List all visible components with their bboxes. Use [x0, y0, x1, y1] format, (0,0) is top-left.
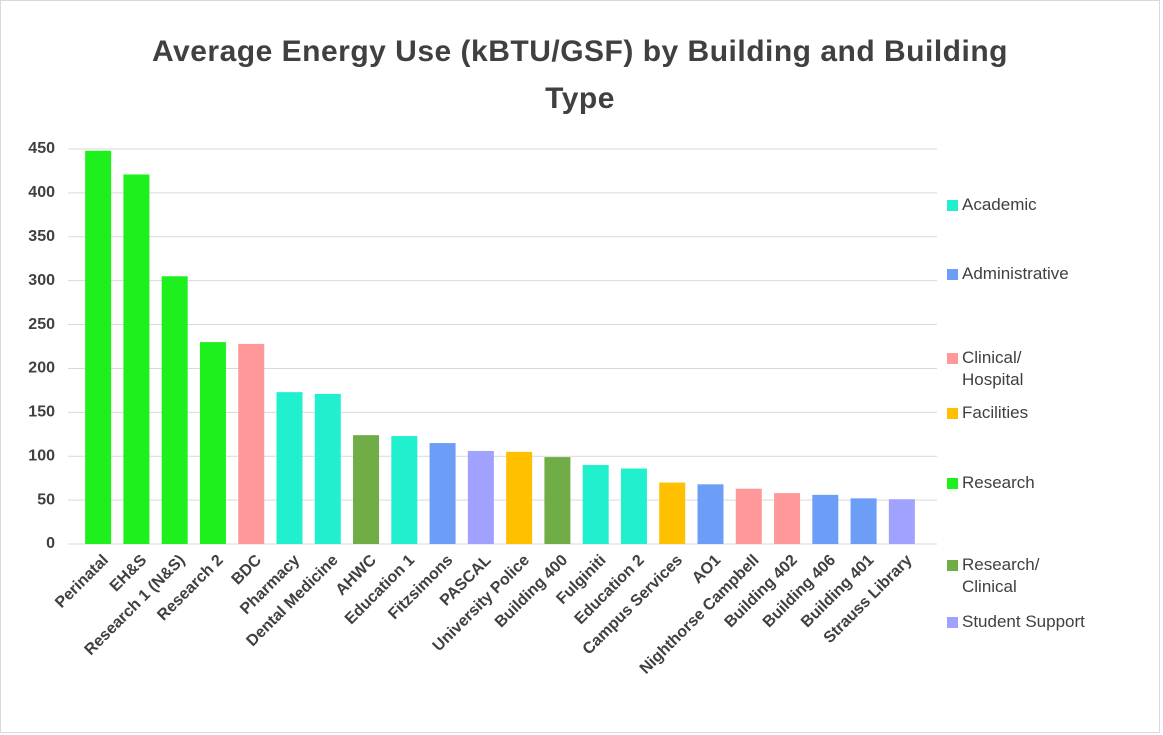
legend-item: Student Support	[947, 611, 1085, 633]
bar	[314, 393, 341, 544]
bar	[467, 450, 494, 544]
bar	[429, 443, 456, 544]
bar	[544, 457, 571, 544]
y-tick-label: 300	[28, 272, 55, 289]
bar	[353, 435, 380, 544]
y-tick-label: 200	[28, 360, 55, 377]
x-tick-label: Perinatal	[52, 552, 112, 612]
legend-label: Research/ Clinical	[962, 555, 1040, 596]
bar	[582, 465, 609, 544]
legend-item: Academic	[947, 194, 1037, 216]
legend-item: Research/ Clinical	[947, 554, 1039, 598]
legend-swatch	[947, 617, 958, 628]
y-tick-label: 0	[46, 535, 55, 552]
bar	[850, 498, 877, 544]
legend-item: Administrative	[947, 263, 1069, 285]
bar	[774, 493, 801, 544]
legend-label: Academic	[962, 195, 1037, 214]
x-tick-label: AO1	[689, 552, 724, 587]
legend-swatch	[947, 560, 958, 571]
bar	[123, 174, 150, 544]
y-tick-label: 250	[28, 316, 55, 333]
bar	[85, 150, 112, 544]
bar	[735, 488, 762, 544]
legend-label: Clinical/ Hospital	[962, 348, 1024, 389]
bar	[238, 343, 265, 544]
y-tick-label: 400	[28, 184, 55, 201]
legend-swatch	[947, 269, 958, 280]
y-tick-label: 450	[28, 140, 55, 157]
bar	[506, 451, 533, 544]
legend-label: Student Support	[962, 612, 1085, 631]
y-tick-label: 50	[37, 491, 55, 508]
legend-label: Facilities	[962, 403, 1029, 422]
legend-item: Clinical/ Hospital	[947, 347, 1023, 391]
legend-swatch	[947, 200, 958, 211]
legend-swatch	[947, 478, 958, 489]
legend-item: Research	[947, 472, 1035, 494]
y-tick-label: 350	[28, 228, 55, 245]
legend-label: Research	[962, 473, 1035, 492]
y-tick-label: 100	[28, 447, 55, 464]
bar	[620, 468, 647, 544]
legend-swatch	[947, 353, 958, 364]
bar	[812, 494, 839, 544]
bar	[391, 436, 418, 544]
bar	[659, 482, 686, 544]
bar	[888, 499, 915, 544]
bar	[199, 342, 226, 544]
legend-swatch	[947, 408, 958, 419]
legend-label: Administrative	[962, 264, 1069, 283]
chart-title: Average Energy Use (kBTU/GSF) by Buildin…	[152, 35, 1008, 115]
bar	[161, 276, 188, 544]
legend-item: Facilities	[947, 402, 1028, 424]
y-tick-label: 150	[28, 404, 55, 421]
bar	[276, 392, 303, 544]
bar	[697, 484, 724, 544]
